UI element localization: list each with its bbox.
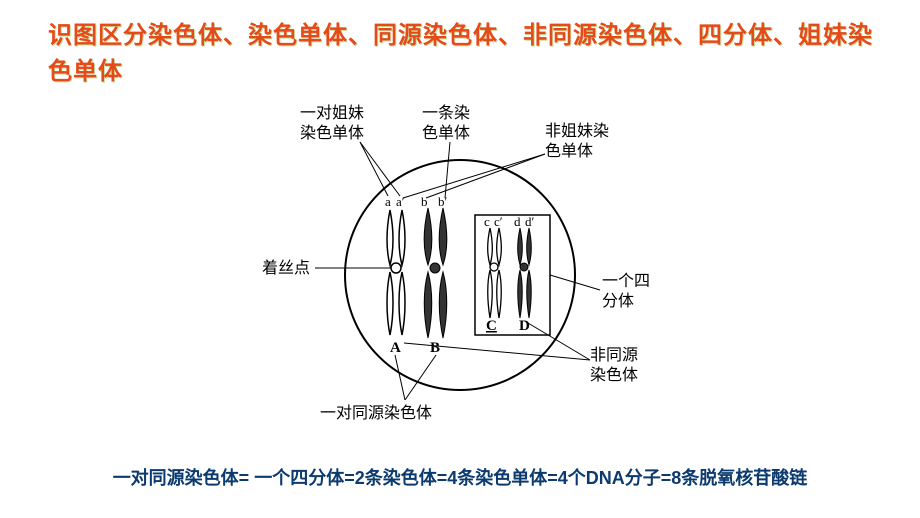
- label-nonsister-1: 非姐妹染: [545, 122, 609, 140]
- label-ap: a′: [396, 194, 405, 209]
- label-cp: c′: [494, 214, 503, 229]
- centromere-A: [391, 263, 401, 273]
- label-A: A: [390, 340, 401, 356]
- label-nonhom-1: 非同源: [590, 346, 638, 364]
- label-nonsister-2: 色单体: [545, 142, 593, 160]
- chromosome-diagram: a a′ b b′ c c′ d d′ A B C D 一对姐妹 染色单体 一条…: [190, 100, 730, 430]
- label-tetrad-2: 分体: [602, 292, 634, 310]
- chromosome-D: [518, 228, 532, 318]
- label-a: a: [385, 194, 391, 209]
- label-D: D: [519, 318, 530, 334]
- label-b: b: [421, 194, 428, 209]
- label-bp: b′: [438, 194, 448, 209]
- label-centromere: 着丝点: [262, 259, 310, 277]
- caption-text: 一对同源染色体= 一个四分体=2条染色体=4条染色单体=4个DNA分子=8条脱氧…: [113, 468, 808, 488]
- label-onechrom-2: 色单体: [422, 124, 470, 142]
- label-C: C: [486, 318, 497, 334]
- label-nonhom-2: 染色体: [590, 366, 638, 384]
- label-sister-2: 染色单体: [300, 124, 364, 142]
- chromosome-B: [424, 208, 447, 338]
- label-d: d: [514, 214, 521, 229]
- diagram-svg: a a′ b b′ c c′ d d′ A B C D 一对姐妹 染色单体 一条…: [190, 100, 730, 430]
- label-homolog: 一对同源染色体: [320, 404, 432, 422]
- label-tetrad-1: 一个四: [602, 272, 650, 290]
- equation-caption: 一对同源染色体= 一个四分体=2条染色体=4条染色单体=4个DNA分子=8条脱氧…: [0, 464, 920, 490]
- title-text: 识图区分染色体、染色单体、同源染色体、非同源染色体、四分体、姐妹染色单体: [48, 22, 873, 85]
- label-sister-1: 一对姐妹: [300, 104, 364, 122]
- tetrad-box: [475, 215, 550, 335]
- label-onechrom-1: 一条染: [422, 104, 470, 122]
- page-title: 识图区分染色体、染色单体、同源染色体、非同源染色体、四分体、姐妹染色单体: [48, 18, 890, 90]
- label-c: c: [484, 214, 490, 229]
- label-B: B: [430, 340, 440, 356]
- label-dp: d′: [525, 214, 535, 229]
- chromosome-C: [488, 228, 502, 318]
- chromosome-A: [387, 210, 405, 335]
